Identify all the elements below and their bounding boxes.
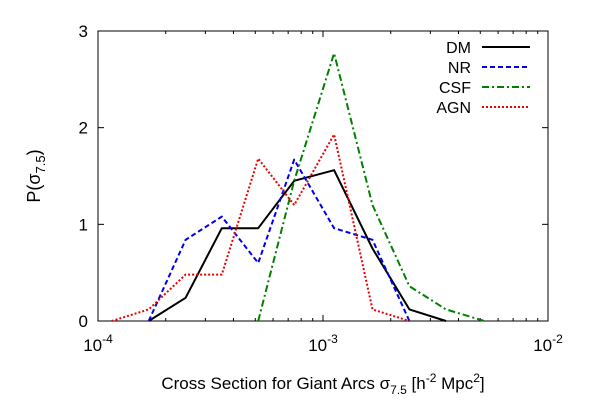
y-axis-label: P(σ7.5) <box>24 149 48 202</box>
x-label-suffix: ] <box>480 374 485 393</box>
legend-label-dm: DM <box>446 40 471 57</box>
y-label-prefix: P(σ <box>24 173 44 202</box>
legend-label-csf: CSF <box>439 80 471 97</box>
legend-label-nr: NR <box>448 60 471 77</box>
x-label-sub: 7.5 <box>390 383 407 397</box>
series-layer <box>111 52 485 322</box>
y-label-sub: 7.5 <box>33 155 48 173</box>
x-label-mid: [h <box>407 374 426 393</box>
x-axis-label: Cross Section for Giant Arcs σ7.5 [h-2 M… <box>161 371 484 397</box>
x-label-mid2: Mpc <box>436 374 473 393</box>
x-label-sup2: 2 <box>473 371 480 385</box>
x-label-sup1: -2 <box>426 371 437 385</box>
x-tick-label-1: 10-3 <box>308 332 338 355</box>
series-nr-line <box>147 158 411 322</box>
x-ticks: 10-4 10-3 10-2 <box>83 31 563 355</box>
y-tick-label-0: 0 <box>79 312 88 331</box>
series-dm-line <box>148 169 447 322</box>
series-csf-line <box>257 52 485 322</box>
y-label-suffix: ) <box>24 149 44 155</box>
legend: DM NR CSF AGN <box>436 40 530 117</box>
y-ticks: 0 1 2 3 <box>79 22 548 331</box>
y-tick-label-2: 2 <box>79 119 88 138</box>
y-tick-label-3: 3 <box>79 22 88 41</box>
series-agn-line <box>111 133 410 322</box>
x-tick-label-2: 10-2 <box>533 332 563 355</box>
legend-label-agn: AGN <box>436 100 471 117</box>
plot-frame <box>97 30 549 322</box>
x-label-prefix: Cross Section for Giant Arcs σ <box>161 374 390 393</box>
x-tick-label-0: 10-4 <box>83 332 113 355</box>
y-tick-label-1: 1 <box>79 215 88 234</box>
